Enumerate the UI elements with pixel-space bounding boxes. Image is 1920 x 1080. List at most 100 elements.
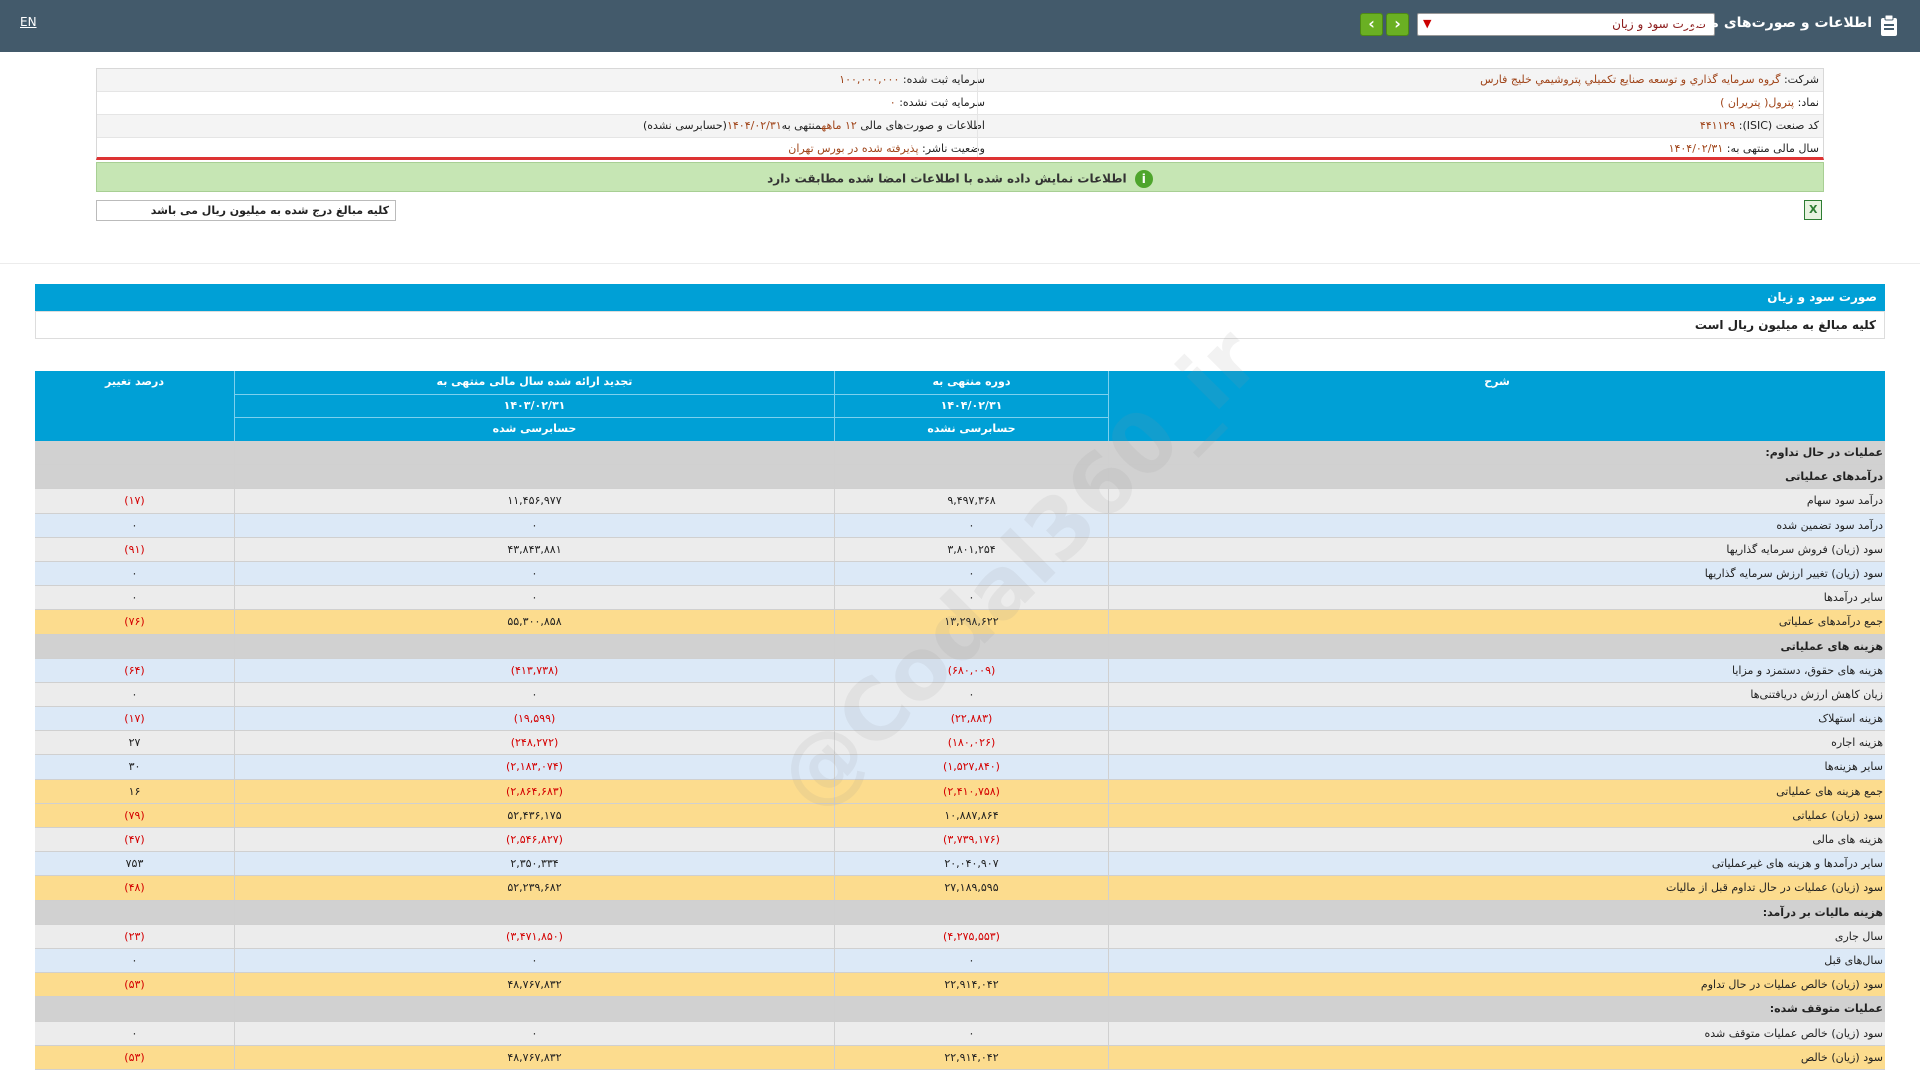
col-header-restated-date: ۱۴۰۳/۰۲/۳۱ xyxy=(234,395,834,418)
row-restated-value xyxy=(234,997,834,1021)
statements-audit-status: (حسابرسی نشده) xyxy=(643,119,727,132)
row-pct-change: (۶۴) xyxy=(124,663,145,677)
table-row: هزینه های حقوق، دستمزد و مزایا (۶۸۰,۰۰۹)(… xyxy=(35,658,1885,683)
statements-period: ۱۲ ماهه xyxy=(821,119,857,132)
table-row: عملیات در حال تداوم: xyxy=(35,441,1885,466)
row-restated-value: ۰ xyxy=(234,948,834,973)
excel-export-icon[interactable] xyxy=(1804,200,1822,220)
row-pct-change: (۷۹) xyxy=(124,808,145,822)
row-description: عملیات در حال تداوم: xyxy=(1765,446,1883,459)
row-description: درآمد سود تضمین شده xyxy=(1776,518,1883,532)
table-row: هزینه های عملیاتی xyxy=(35,634,1885,659)
table-row: سایر هزینه‌ها (۱,۵۲۷,۸۴۰) (۲,۱۸۳,۰۷۴) ۳۰ xyxy=(35,755,1885,780)
row-pct-change: (۹۱) xyxy=(124,542,145,556)
col-header-current-period: دوره منتهی به xyxy=(834,371,1109,395)
row-restated-value: ۵۲,۲۳۹,۶۸۲ xyxy=(234,876,834,900)
row-pct-change: ۳۰ xyxy=(128,760,141,774)
row-pct-change: ۰ xyxy=(131,518,138,532)
page-title: اطلاعات و صورت‌های مالی xyxy=(1685,15,1872,31)
row-description: سود (زیان) خالص عملیات در حال تداوم xyxy=(1700,978,1883,992)
row-restated-value xyxy=(234,900,834,924)
row-description: هزینه های عملیاتی xyxy=(1780,639,1883,653)
row-restated-value: (۲,۸۶۴,۶۸۳) xyxy=(234,779,834,803)
company-label: شرکت: xyxy=(1783,73,1819,86)
verification-banner: i اطلاعات نمایش داده شده با اطلاعات امضا… xyxy=(96,162,1824,192)
table-row: سود (زیان) عملیاتی ۱۰,۸۸۷,۸۶۴ ۵۲,۴۳۶,۱۷۵ (۷… xyxy=(35,803,1885,828)
symbol-value[interactable]: پترول( پتريران ) xyxy=(1720,96,1795,109)
row-description: درآمد سود سهام xyxy=(1806,494,1883,508)
row-restated-value: (۴۱۳,۷۳۸) xyxy=(234,658,834,682)
table-row: سال جاری (۴,۲۷۵,۵۵۳) (۳,۴۷۱,۸۵۰) (۲۳) xyxy=(35,924,1885,949)
row-current-value: (۲۲,۸۸۳) xyxy=(834,707,1109,731)
row-pct-change: ۰ xyxy=(131,953,138,967)
table-row: درآمدهای عملیاتی xyxy=(35,465,1885,490)
row-description: سود (زیان) فروش سرمایه گذاریها xyxy=(1726,542,1883,556)
report-type-select[interactable]: صورت سود و زیان ▼ xyxy=(1417,13,1715,36)
row-current-value xyxy=(834,900,1109,924)
report-type-value: صورت سود و زیان xyxy=(1612,17,1706,31)
row-pct-change: (۵۳) xyxy=(124,1050,145,1064)
row-pct-change xyxy=(35,997,234,1020)
row-restated-value: ۰ xyxy=(234,682,834,707)
row-description: سال‌های قبل xyxy=(1824,953,1883,967)
table-row: هزینه اجاره (۱۸۰,۰۲۶) (۲۴۸,۲۷۲) ۲۷ xyxy=(35,731,1885,756)
row-pct-change: (۲۳) xyxy=(124,929,145,943)
info-icon: i xyxy=(1134,170,1153,188)
col-header-current-audit: حسابرسی نشده xyxy=(834,418,1109,441)
company-name: گروه سرمايه گذاري و توسعه صنايع تكميلي پ… xyxy=(1480,73,1781,86)
row-pct-change xyxy=(35,465,234,488)
row-restated-value: ۰ xyxy=(234,1021,834,1045)
row-restated-value: ۱۱,۴۵۶,۹۷۷ xyxy=(234,489,834,513)
row-pct-change: (۵۳) xyxy=(124,978,145,992)
row-current-value xyxy=(834,441,1109,465)
row-description: جمع هزینه های عملیاتی xyxy=(1776,784,1883,798)
fiscal-year-value: ۱۴۰۴/۰۲/۳۱ xyxy=(1668,142,1724,155)
row-current-value: ۱۰,۸۸۷,۸۶۴ xyxy=(834,803,1109,827)
col-header-current-date: ۱۴۰۴/۰۲/۳۱ xyxy=(834,395,1109,418)
info-divider xyxy=(977,69,978,157)
row-restated-value: ۵۲,۴۳۶,۱۷۵ xyxy=(234,803,834,827)
row-current-value: (۴,۲۷۵,۵۵۳) xyxy=(834,924,1109,948)
table-row: سود (زیان) عملیات در حال تداوم قبل از ما… xyxy=(35,876,1885,901)
clipboard-icon xyxy=(1881,14,1897,36)
row-description: جمع درآمدهای عملیاتی xyxy=(1778,615,1883,629)
isic-label: کد صنعت (ISIC): xyxy=(1738,119,1819,132)
row-restated-value: ۲,۳۵۰,۳۳۴ xyxy=(234,852,834,876)
row-pct-change: ۰ xyxy=(131,566,138,580)
registered-capital-label: سرمایه ثبت شده: xyxy=(902,73,985,86)
col-header-restated: تجدید ارائه شده سال مالی منتهی به xyxy=(234,371,834,395)
row-current-value xyxy=(834,997,1109,1021)
row-pct-change: ۰ xyxy=(131,1026,138,1040)
row-current-value xyxy=(834,465,1109,489)
row-pct-change: (۱۷) xyxy=(124,712,145,726)
divider xyxy=(0,263,1920,264)
row-current-value: ۲۷,۱۸۹,۵۹۵ xyxy=(834,876,1109,900)
previous-report-button[interactable]: ‹ xyxy=(1360,13,1383,36)
table-row: درآمد سود سهام ۹,۴۹۷,۳۶۸ ۱۱,۴۵۶,۹۷۷ (۱۷) xyxy=(35,489,1885,514)
row-description: سال جاری xyxy=(1834,929,1883,943)
registered-capital-value: ۱۰۰,۰۰۰,۰۰۰ xyxy=(839,73,900,86)
row-description: عملیات متوقف شده: xyxy=(1769,1002,1883,1016)
verification-text: اطلاعات نمایش داده شده با اطلاعات امضا ش… xyxy=(767,171,1127,186)
next-report-button[interactable]: › xyxy=(1386,13,1409,36)
row-current-value: ۹,۴۹۷,۳۶۸ xyxy=(834,489,1109,513)
info-row-1: شرکت: گروه سرمايه گذاري و توسعه صنايع تك… xyxy=(97,69,1823,92)
row-pct-change: ۰ xyxy=(131,687,138,701)
language-toggle[interactable]: EN xyxy=(20,15,37,29)
row-restated-value: ۰ xyxy=(234,586,834,610)
row-description: درآمدهای عملیاتی xyxy=(1785,470,1883,484)
top-bar: EN ‹ › صورت سود و زیان ▼ اطلاعات و صورت‌… xyxy=(0,0,1920,52)
row-restated-value: ۴۸,۷۶۷,۸۳۲ xyxy=(234,1045,834,1069)
row-restated-value: ۰ xyxy=(234,513,834,537)
table-row: هزینه استهلاک (۲۲,۸۸۳) (۱۹,۵۹۹) (۱۷) xyxy=(35,707,1885,732)
row-current-value: ۰ xyxy=(834,1021,1109,1045)
row-restated-value: ۴۸,۷۶۷,۸۳۲ xyxy=(234,973,834,997)
section-subtitle: کلیه مبالغ به میلیون ریال است xyxy=(35,311,1885,339)
row-current-value: ۰ xyxy=(834,586,1109,610)
symbol-label: نماد: xyxy=(1797,96,1819,109)
col-header-pct-change: درصد تغییر xyxy=(105,375,164,388)
row-current-value: ۳,۸۰۱,۲۵۴ xyxy=(834,537,1109,561)
row-restated-value: ۵۵,۳۰۰,۸۵۸ xyxy=(234,610,834,634)
income-statement-rows: عملیات در حال تداوم: درآمدهای عملیاتی درآم… xyxy=(35,441,1885,1070)
table-row: عملیات متوقف شده: xyxy=(35,997,1885,1022)
